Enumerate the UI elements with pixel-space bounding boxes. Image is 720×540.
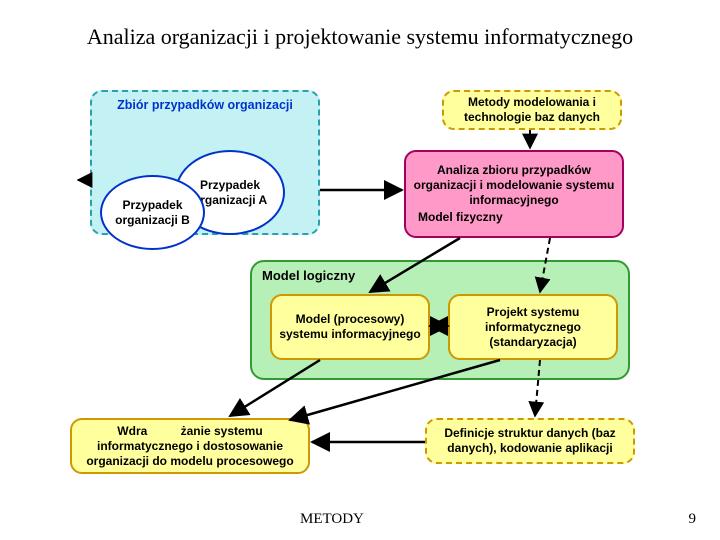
zbior-label: Zbiór przypadków organizacji — [98, 98, 312, 114]
analiza-box: Analiza zbioru przypadków organizacji i … — [404, 150, 624, 238]
logical-left-box: Model (procesowy) systemu informacyjnego — [270, 294, 430, 360]
logical-label: Model logiczny — [262, 268, 355, 283]
metody-box: Metody modelowania i technologie baz dan… — [442, 90, 622, 130]
analiza-model: Model fizyczny — [418, 210, 503, 225]
logical-right-label: Projekt systemu informatycznego (standar… — [456, 305, 610, 350]
metody-label: Metody modelowania i technologie baz dan… — [450, 95, 614, 125]
footer-label: METODY — [300, 511, 364, 528]
analiza-text: Analiza zbioru przypadków organizacji i … — [412, 163, 616, 208]
page-number: 9 — [689, 511, 697, 528]
page-title: Analiza organizacji i projektowanie syst… — [0, 24, 720, 50]
definicje-label: Definicje struktur danych (baz danych), … — [433, 426, 627, 456]
logical-left-label: Model (procesowy) systemu informacyjnego — [278, 312, 422, 342]
logical-right-box: Projekt systemu informatycznego (standar… — [448, 294, 618, 360]
case-b-label: Przypadek organizacji B — [102, 198, 203, 227]
case-b-ellipse: Przypadek organizacji B — [100, 175, 205, 250]
wdrazanie-label: Wdra żanie systemu informatycznego i dos… — [78, 424, 302, 469]
definicje-box: Definicje struktur danych (baz danych), … — [425, 418, 635, 464]
wdrazanie-box: Wdra żanie systemu informatycznego i dos… — [70, 418, 310, 474]
